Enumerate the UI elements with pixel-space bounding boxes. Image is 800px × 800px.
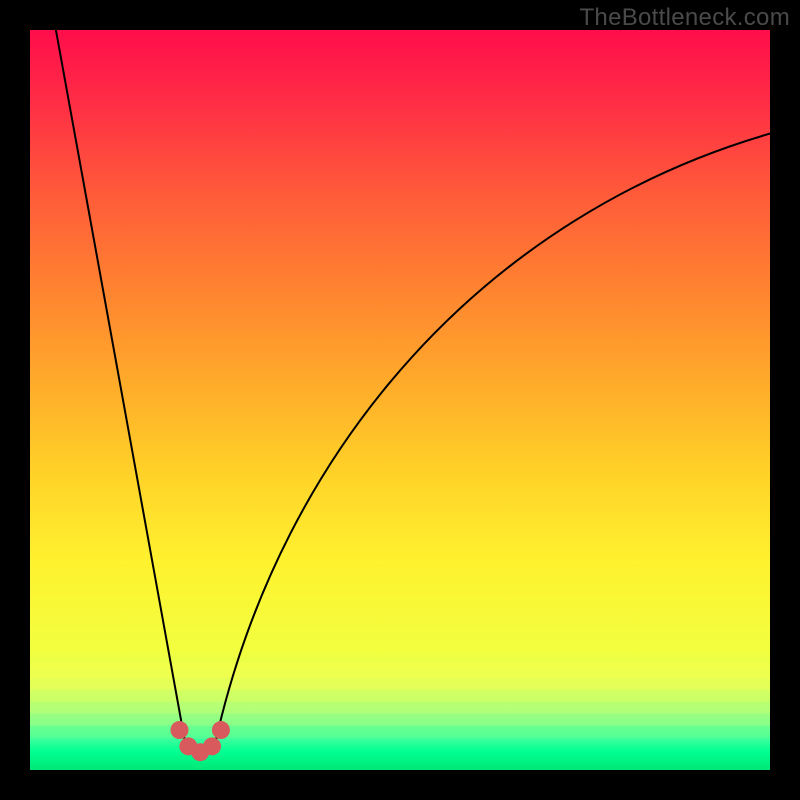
- curve-marker: [170, 721, 188, 739]
- gradient-band: [30, 702, 770, 714]
- watermark-text: TheBottleneck.com: [579, 4, 790, 32]
- gradient-band: [30, 678, 770, 691]
- curve-marker: [212, 721, 230, 739]
- gradient-band: [30, 714, 770, 726]
- gradient-band: [30, 726, 770, 739]
- curve-marker: [203, 737, 221, 755]
- gradient-band: [30, 663, 770, 678]
- gradient-band: [30, 690, 770, 702]
- bottleneck-chart: [0, 0, 800, 800]
- chart-frame: TheBottleneck.com: [0, 0, 800, 800]
- plot-background: [30, 30, 770, 770]
